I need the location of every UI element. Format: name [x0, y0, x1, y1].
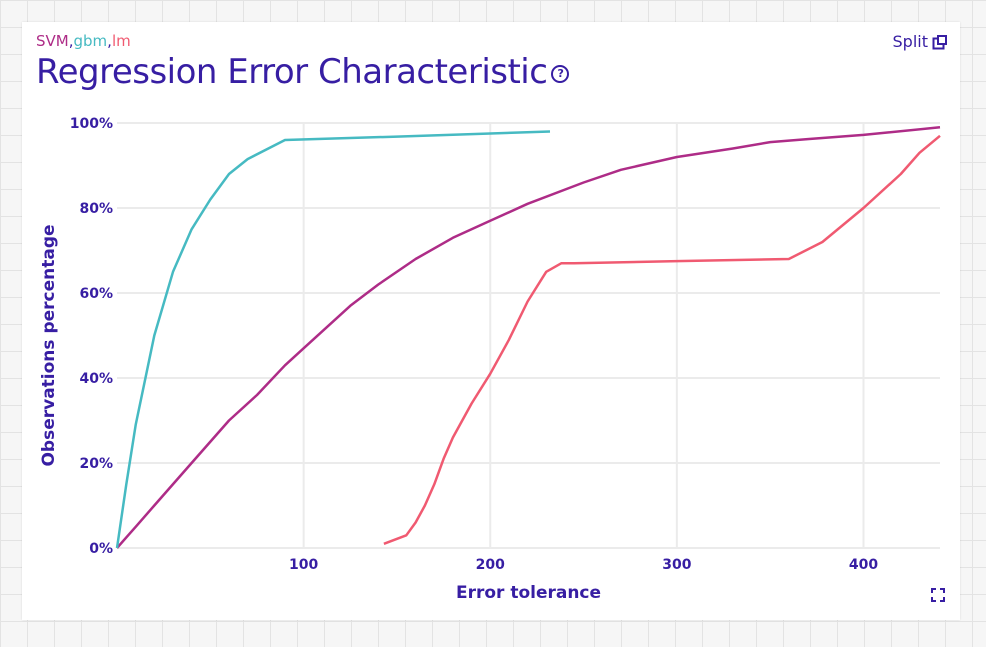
grid — [117, 122, 940, 549]
fullscreen-icon[interactable] — [930, 587, 946, 603]
help-icon[interactable]: ? — [551, 64, 570, 83]
legend-gbm: gbm — [73, 32, 108, 50]
y-tick-label: 20% — [79, 456, 113, 472]
legend-svm: SVM — [36, 32, 69, 50]
chart-panel: SVM, gbm, lm Regression Error Characteri… — [22, 22, 960, 620]
legend-lm: lm — [111, 32, 131, 50]
legend-separator: , — [68, 32, 74, 50]
split-icon — [932, 34, 947, 49]
y-axis-title: Observations percentage — [39, 224, 59, 466]
x-tick-label: 200 — [476, 557, 505, 573]
y-tick-label: 60% — [79, 286, 113, 302]
x-tick-labels: 100 200 300 400 — [289, 557, 878, 573]
series-line-svm — [116, 126, 941, 549]
x-tick-label: 400 — [849, 557, 878, 573]
model-legend: SVM, gbm, lm — [36, 32, 131, 50]
series-line-lm — [383, 134, 941, 545]
y-tick-label: 100% — [70, 116, 113, 132]
x-axis-title: Error tolerance — [456, 583, 601, 603]
y-tick-label: 80% — [79, 201, 113, 217]
series-lines — [115, 126, 941, 549]
y-tick-label: 40% — [79, 371, 113, 387]
rec-chart: 0% 20% 40% 60% 80% 100% 100 200 300 400 Error to… — [39, 116, 941, 603]
chart-title: Regression Error Characteristic — [36, 52, 548, 92]
split-label: Split — [892, 32, 928, 51]
series-line-gbm — [115, 130, 551, 549]
y-tick-label: 0% — [89, 541, 113, 557]
x-tick-label: 100 — [289, 557, 318, 573]
legend-separator: , — [107, 32, 112, 50]
y-tick-labels: 0% 20% 40% 60% 80% 100% — [70, 116, 113, 557]
x-tick-label: 300 — [662, 557, 691, 573]
split-button[interactable]: Split — [893, 32, 948, 51]
chart-title-row: Regression Error Characteristic? — [36, 52, 570, 92]
